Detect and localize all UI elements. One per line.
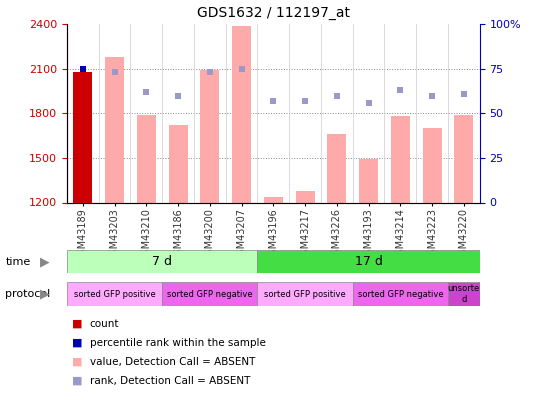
Text: sorted GFP negative: sorted GFP negative — [167, 290, 252, 298]
Bar — [295, 191, 315, 202]
Bar — [105, 57, 124, 202]
Bar — [200, 70, 219, 202]
Text: sorted GFP positive: sorted GFP positive — [264, 290, 346, 298]
Text: sorted GFP positive: sorted GFP positive — [74, 290, 155, 298]
Text: rank, Detection Call = ABSENT: rank, Detection Call = ABSENT — [90, 376, 250, 386]
Text: sorted GFP negative: sorted GFP negative — [358, 290, 443, 298]
Bar — [257, 282, 353, 306]
Text: unsorte
d: unsorte d — [448, 284, 480, 304]
Bar — [359, 160, 378, 202]
Bar — [391, 116, 410, 202]
Bar — [455, 115, 473, 202]
Bar — [327, 134, 346, 202]
Text: percentile rank within the sample: percentile rank within the sample — [90, 338, 265, 348]
Text: ■: ■ — [72, 319, 83, 329]
Bar — [169, 125, 188, 202]
Text: count: count — [90, 319, 119, 329]
Bar — [67, 282, 162, 306]
Text: ▶: ▶ — [40, 288, 50, 301]
Bar — [73, 72, 92, 202]
Bar — [137, 115, 156, 202]
Bar — [67, 250, 257, 273]
Bar — [257, 250, 480, 273]
Bar — [353, 282, 448, 306]
Bar — [162, 282, 257, 306]
Text: protocol: protocol — [5, 289, 50, 299]
Text: 7 d: 7 d — [152, 255, 172, 268]
Text: time: time — [5, 257, 31, 266]
Bar — [422, 128, 442, 202]
Text: ▶: ▶ — [40, 255, 50, 268]
Bar — [232, 26, 251, 202]
Text: ■: ■ — [72, 357, 83, 367]
Bar — [264, 196, 283, 202]
Text: value, Detection Call = ABSENT: value, Detection Call = ABSENT — [90, 357, 255, 367]
Title: GDS1632 / 112197_at: GDS1632 / 112197_at — [197, 6, 350, 21]
Text: ■: ■ — [72, 338, 83, 348]
Text: ■: ■ — [72, 376, 83, 386]
Bar — [448, 282, 480, 306]
Text: 17 d: 17 d — [355, 255, 383, 268]
